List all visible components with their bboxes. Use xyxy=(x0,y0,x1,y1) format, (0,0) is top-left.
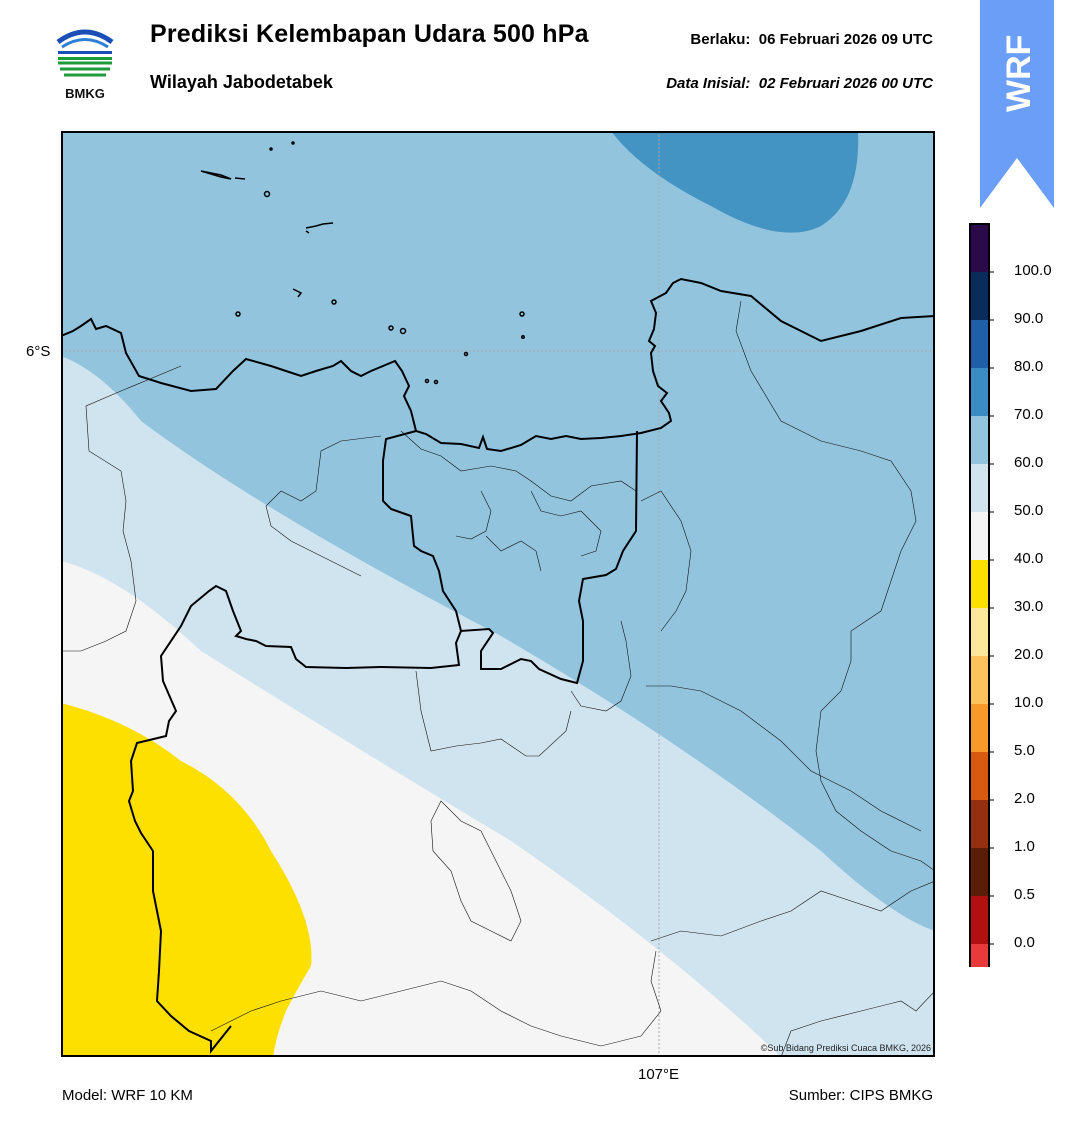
colorbar-segment xyxy=(970,752,989,800)
colorbar-tick-label: 80.0 xyxy=(1014,358,1044,375)
colorbar-segment xyxy=(970,848,989,896)
colorbar-tick-label: 50.0 xyxy=(1014,502,1044,519)
province-boundary xyxy=(382,430,638,685)
colorbar-segment xyxy=(970,512,989,560)
thousand-islands xyxy=(200,141,525,385)
field-yellow xyxy=(61,703,312,1057)
colorbar-segment xyxy=(970,320,989,368)
colorbar-segment xyxy=(970,896,989,944)
bmkg-logo-icon xyxy=(52,20,118,102)
colorbar-tick-label: 10.0 xyxy=(1014,694,1044,711)
humidity-map: ©Sub Bidang Prediksi Cuaca BMKG, 2026 xyxy=(61,131,935,1057)
colorbar-tick-label: 0.5 xyxy=(1014,886,1035,903)
longitude-label: 107°E xyxy=(638,1066,680,1083)
colorbar-tick-label: 1.0 xyxy=(1014,838,1035,855)
page-title: Prediksi Kelembapan Udara 500 hPa xyxy=(150,20,589,48)
coastline xyxy=(61,277,935,453)
colorbar-tick-label: 60.0 xyxy=(1014,454,1044,471)
model-label: Model: WRF 10 KM xyxy=(62,1087,193,1104)
colorbar-segment xyxy=(970,608,989,656)
colorbar-tick-label: 40.0 xyxy=(1014,550,1044,567)
valid-time-label: Berlaku: 06 Februari 2026 09 UTC xyxy=(690,31,933,48)
colorbar-tick-label: 2.0 xyxy=(1014,790,1035,807)
initial-data-label: Data Inisial: 02 Februari 2026 00 UTC xyxy=(666,75,933,92)
map-copyright: ©Sub Bidang Prediksi Cuaca BMKG, 2026 xyxy=(761,1043,931,1053)
colorbar-tick-label: 100.0 xyxy=(1014,262,1052,279)
colorbar-tick-label: 70.0 xyxy=(1014,406,1044,423)
region-subtitle: Wilayah Jabodetabek xyxy=(150,72,333,92)
logo-text: BMKG xyxy=(65,86,105,101)
colorbar-tick-label: 90.0 xyxy=(1014,310,1044,327)
province-boundary xyxy=(127,584,462,1054)
colorbar-tick-label: 30.0 xyxy=(1014,598,1044,615)
colorbar-segment xyxy=(970,464,989,512)
wrf-badge: WRF xyxy=(980,0,1054,210)
colorbar-segment xyxy=(970,560,989,608)
field-dark-blue xyxy=(611,131,859,233)
source-label: Sumber: CIPS BMKG xyxy=(788,1087,933,1104)
wrf-badge-text: WRF xyxy=(1000,35,1038,112)
colorbar-segment xyxy=(970,800,989,848)
colorbar-segment xyxy=(970,272,989,320)
district-boundaries xyxy=(61,300,935,1057)
colorbar-tick-label: 20.0 xyxy=(1014,646,1044,663)
colorbar-segment xyxy=(970,944,989,992)
latitude-label: 6°S xyxy=(26,343,51,360)
colorbar-segment xyxy=(970,416,989,464)
colorbar-segment xyxy=(970,656,989,704)
colorbar xyxy=(968,222,1068,992)
colorbar-segment xyxy=(970,368,989,416)
colorbar-tick-label: 0.0 xyxy=(1014,934,1035,951)
colorbar-segment xyxy=(970,224,989,272)
colorbar-segment xyxy=(970,704,989,752)
colorbar-tick-label: 5.0 xyxy=(1014,742,1035,759)
